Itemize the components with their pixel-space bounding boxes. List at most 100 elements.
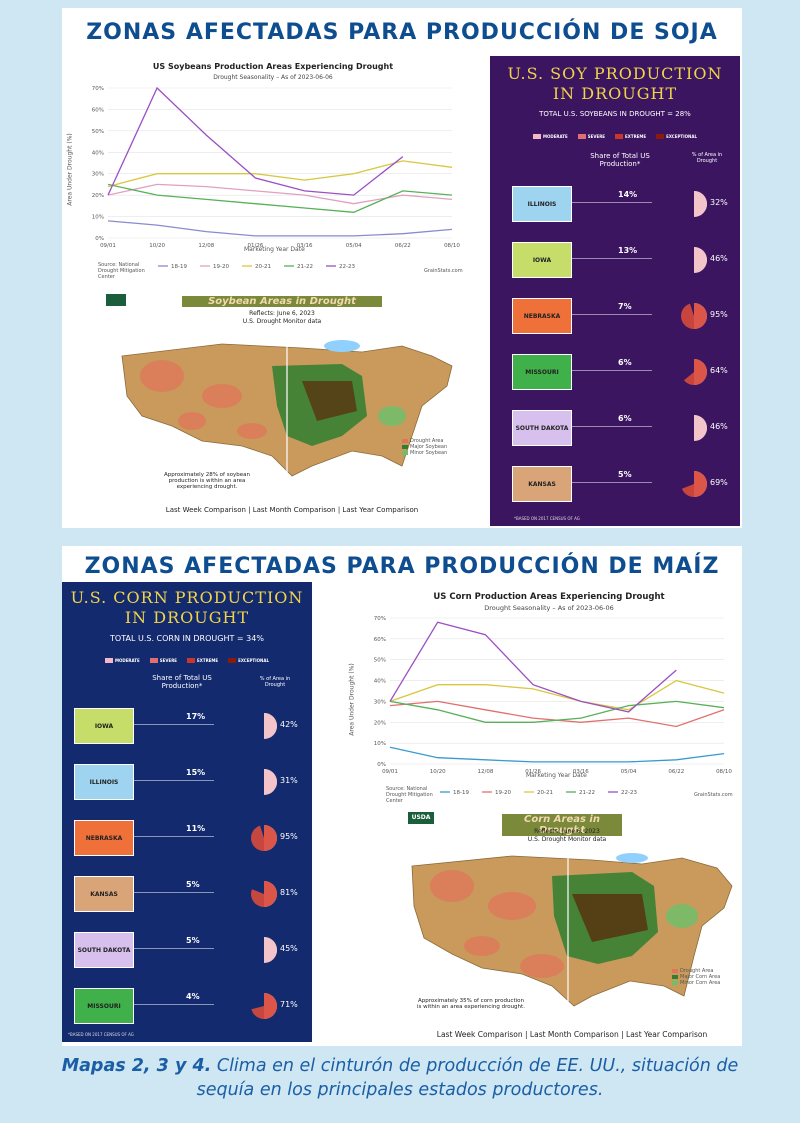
corn-legend-drought: Drought Area bbox=[672, 968, 720, 974]
soy-line-chart: 0% 10% 20% 30% 40% 50% 60% 70% 09/01 10/20 12/08 01… bbox=[92, 86, 461, 270]
corn-ytick-label: 60% bbox=[374, 637, 386, 643]
state-share: 5% bbox=[186, 936, 200, 945]
state-share: 13% bbox=[618, 246, 638, 255]
soy-legend-drought: Drought Area bbox=[402, 438, 447, 444]
corn-chart-xlabel: Marketing Year Date bbox=[526, 772, 587, 779]
cat-exceptional: EXCEPTIONAL bbox=[228, 658, 269, 663]
soy-ytick-label: 40% bbox=[92, 150, 104, 156]
row-divider bbox=[134, 892, 214, 893]
soy-ytick-label: 10% bbox=[92, 215, 104, 221]
corn-xtick-label: 01/26 bbox=[525, 769, 541, 775]
soy-chart-subtitle: Drought Seasonality – As of 2023-06-06 bbox=[213, 74, 333, 81]
corn-xtick-label: 06/22 bbox=[668, 769, 684, 775]
corn-drought-header: % of Area in Drought bbox=[259, 676, 291, 688]
drought-pie bbox=[250, 881, 277, 907]
soy-map-legend: Drought Area Major Soybean Minor Soybean bbox=[402, 438, 447, 456]
drought-pie-wrap bbox=[680, 302, 708, 334]
drought-pie-wrap bbox=[680, 246, 708, 278]
row-divider bbox=[572, 258, 652, 259]
soy-infographic: U.S. SOY PRODUCTION IN DROUGHT TOTAL U.S… bbox=[490, 56, 740, 526]
corn-line-chart: 0% 10% 20% 30% 40% 50% 60% 70% 09/01 10/20 12/08 01… bbox=[374, 616, 733, 796]
drought-pie bbox=[694, 191, 707, 217]
corn-info-title-1: U.S. CORN PRODUCTION bbox=[70, 588, 304, 607]
state-shape: NEBRASKA bbox=[74, 820, 134, 856]
corn-info-title-2: IN DROUGHT bbox=[124, 608, 250, 627]
corn-ytick-label: 50% bbox=[374, 658, 386, 664]
soy-ytick-label: 60% bbox=[92, 107, 104, 113]
soy-drought-header: % of Area in Drought bbox=[691, 152, 723, 164]
corn-ytick-label: 40% bbox=[374, 679, 386, 685]
state-row: MISSOURI 4% 71% bbox=[62, 984, 312, 1034]
state-share: 14% bbox=[618, 190, 638, 199]
state-drought: 46% bbox=[710, 422, 728, 431]
soy-map-comparison[interactable]: Last Week Comparison | Last Month Compar… bbox=[165, 506, 419, 514]
row-divider bbox=[572, 314, 652, 315]
caption-line-2: sequía en los principales estados produc… bbox=[0, 1078, 800, 1102]
state-shape: MISSOURI bbox=[512, 354, 572, 390]
soy-drought-map: Soybean Areas in Drought Reflects: June … bbox=[102, 288, 482, 524]
cat-moderate: MODERATE bbox=[533, 134, 568, 139]
corn-map-reflects: Reflects: June 6, 2023 bbox=[534, 828, 600, 835]
soy-ytick-label: 20% bbox=[92, 193, 104, 199]
corn-xtick-label: 10/20 bbox=[430, 769, 446, 775]
row-divider bbox=[134, 948, 214, 949]
corn-ytick-label: 0% bbox=[377, 762, 386, 768]
caption-line-1: Mapas 2, 3 y 4. Clima en el cinturón de … bbox=[0, 1054, 800, 1078]
corn-panel: ZONAS AFECTADAS PARA PRODUCCIÓN DE MAÍZ … bbox=[62, 546, 742, 1046]
corn-series-21-22 bbox=[389, 700, 725, 723]
corn-chart-source: Source: National Drought Mitigation Cent… bbox=[386, 786, 433, 804]
corn-legend-label: 20-21 bbox=[537, 790, 553, 796]
drought-pie-wrap bbox=[250, 992, 278, 1024]
corn-share-header: Share of Total US Production* bbox=[152, 674, 212, 690]
soy-legend-label: 19-20 bbox=[213, 264, 229, 270]
corn-series-19-20 bbox=[389, 700, 725, 728]
soy-info-total: TOTAL U.S. SOYBEANS IN DROUGHT = 28% bbox=[539, 110, 691, 118]
soy-map-reflects: Reflects: June 6, 2023 bbox=[249, 310, 315, 317]
state-share: 5% bbox=[186, 880, 200, 889]
soy-panel: ZONAS AFECTADAS PARA PRODUCCIÓN DE SOJA … bbox=[62, 8, 742, 528]
soy-xtick-label: 06/22 bbox=[395, 243, 411, 249]
state-share: 5% bbox=[618, 470, 632, 479]
soy-legend-label: 22-23 bbox=[339, 264, 355, 270]
soy-ytick-label: 30% bbox=[92, 172, 104, 178]
drought-pie bbox=[264, 769, 278, 795]
drought-pie bbox=[264, 937, 277, 963]
soy-legend-minor: Minor Soybean bbox=[402, 450, 447, 456]
usda-logo: USDA bbox=[408, 812, 434, 824]
cat-severe: SEVERE bbox=[149, 658, 177, 663]
soy-xtick-label: 09/01 bbox=[100, 243, 116, 249]
corn-drought-chart: US Corn Production Areas Experiencing Dr… bbox=[349, 586, 742, 806]
caption-label: Mapas 2, 3 y 4. bbox=[61, 1056, 212, 1076]
soy-map-note: Approximately 28% of soybean production … bbox=[164, 472, 250, 490]
corn-legend-label: 21-22 bbox=[579, 790, 595, 796]
state-drought: 46% bbox=[710, 254, 728, 263]
state-shape: IOWA bbox=[512, 242, 572, 278]
drought-pie-wrap bbox=[250, 936, 278, 968]
row-divider bbox=[572, 202, 652, 203]
corn-map-comparison[interactable]: Last Week Comparison | Last Month Compar… bbox=[436, 1030, 708, 1039]
state-shape: NEBRASKA bbox=[512, 298, 572, 334]
state-row: NEBRASKA 7% 95% bbox=[490, 294, 740, 344]
soy-chart-ylabel: Area Under Drought (%) bbox=[66, 133, 74, 206]
drought-pie-wrap bbox=[680, 470, 708, 502]
soy-chart-xlabel: Marketing Year Date bbox=[244, 246, 305, 253]
corn-legend-label: 19-20 bbox=[495, 790, 511, 796]
corn-legend-major: Major Corn Area bbox=[672, 974, 720, 980]
state-row: KANSAS 5% 81% bbox=[62, 872, 312, 922]
soy-legend-label: 21-22 bbox=[297, 264, 313, 270]
corn-chart-subtitle: Drought Seasonality – As of 2023-06-06 bbox=[484, 604, 614, 612]
corn-ytick-label: 30% bbox=[374, 699, 386, 705]
corn-xtick-label: 03/16 bbox=[573, 769, 589, 775]
drought-pie bbox=[251, 993, 278, 1019]
corn-legend-minor: Minor Corn Area bbox=[672, 980, 720, 986]
state-shape: KANSAS bbox=[74, 876, 134, 912]
row-divider bbox=[134, 1004, 214, 1005]
cat-extreme: EXTREME bbox=[187, 658, 218, 663]
state-drought: 31% bbox=[280, 776, 298, 785]
state-shape: ILLINOIS bbox=[512, 186, 572, 222]
state-drought: 71% bbox=[280, 1000, 298, 1009]
state-share: 11% bbox=[186, 824, 206, 833]
drought-pie bbox=[694, 247, 707, 273]
drought-pie-wrap bbox=[680, 358, 708, 390]
corn-map-legend: Drought Area Major Corn Area Minor Corn … bbox=[672, 968, 720, 986]
